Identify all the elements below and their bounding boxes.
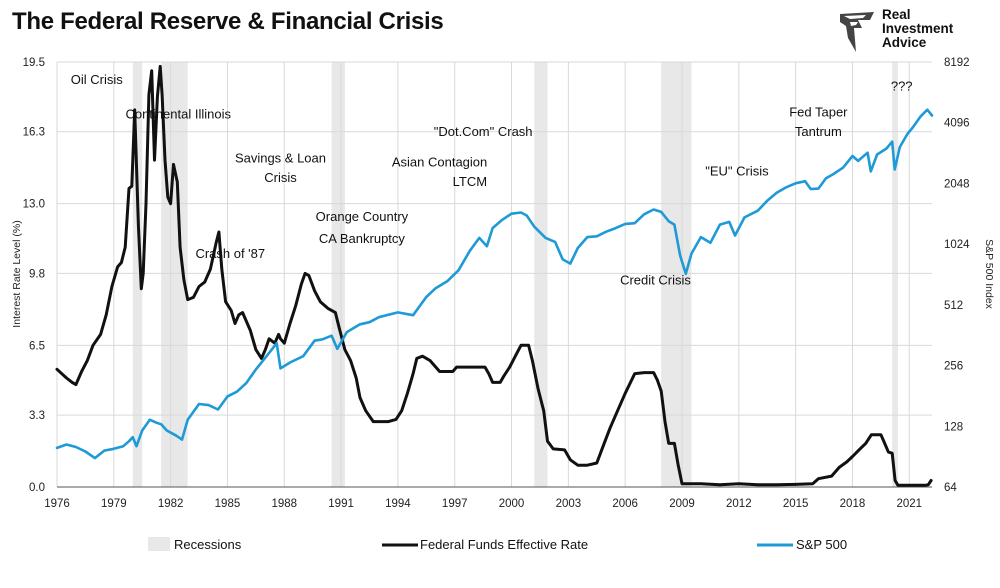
annotation-label: LTCM [453,174,487,189]
y-tick-label-right: 1024 [944,239,970,251]
x-tick-label: 2003 [556,498,582,510]
legend: Recessions Federal Funds Effective Rate S&… [148,537,847,552]
recession-band [661,62,692,487]
brand-line-2: Investment [882,21,954,36]
y-tick-label-left: 0.0 [29,482,45,494]
fed-funds-rate-line [55,64,933,487]
x-tick-label: 2015 [783,498,809,510]
y-tick-label-left: 19.5 [23,57,45,69]
y-tick-label-left: 6.5 [29,340,45,352]
y-tick-label-left: 3.3 [29,410,45,422]
x-tick-label: 1979 [101,498,127,510]
legend-fed-label: Federal Funds Effective Rate [420,537,588,552]
y-tick-label-left: 16.3 [23,127,45,139]
annotation-label: Asian Contagion [392,155,487,170]
annotation-label: "EU" Crisis [705,163,769,178]
y-tick-label-left: 13.0 [23,199,45,211]
legend-sp500-label: S&P 500 [796,537,847,552]
y-tick-label-left: 9.8 [29,268,45,280]
annotation-label: Continental Illinois [125,107,231,122]
annotation-label: Crisis [264,170,297,185]
brand-line-3: Advice [882,35,927,50]
legend-recessions-swatch [148,537,170,551]
annotation-label: "Dot.Com" Crash [434,124,533,139]
recession-band [161,62,188,487]
gridlines [56,61,932,488]
annotation-label: Credit Crisis [620,272,691,287]
annotation-label: Crash of '87 [195,246,265,261]
annotation-label: CA Bankruptcy [319,231,405,246]
annotation-label: Savings & Loan [235,150,326,165]
eagle-logo-icon [840,12,874,52]
annotation-label: ??? [891,78,913,93]
recession-band [331,62,345,487]
x-tick-label: 2018 [840,498,866,510]
annotation-label: Oil Crisis [71,72,123,87]
recession-band [534,62,548,487]
x-tick-label: 2009 [669,498,695,510]
y-axis-label-left: Interest Rate Level (%) [11,220,23,327]
annotation-label: Orange Country [316,209,409,224]
x-tick-label: 2021 [896,498,922,510]
x-tick-label: 1994 [385,498,411,510]
recession-bands [132,62,898,487]
recession-band [132,62,143,487]
x-tick-label: 1985 [215,498,241,510]
series-lines [55,64,934,487]
x-tick-label: 1991 [328,498,354,510]
y-tick-label-right: 4096 [944,118,970,130]
x-tick-label: 2006 [612,498,638,510]
annotation-label: Tantrum [795,124,842,139]
x-tick-label: 1982 [158,498,184,510]
x-tick-label: 2012 [726,498,752,510]
x-tick-label: 2000 [499,498,525,510]
y-tick-label-right: 512 [944,300,963,312]
annotation-label: Fed Taper [789,104,848,119]
y-tick-label-right: 2048 [944,178,970,190]
brand-logo: Real Investment Advice [824,6,984,60]
legend-recessions-label: Recessions [174,537,242,552]
x-tick-label: 1988 [271,498,297,510]
recession-band [892,62,898,487]
annotations: Oil Crisis Continental Illinois Savings & … [71,72,913,288]
brand-line-1: Real [882,7,911,22]
y-axis-label-right: S&P 500 Index [983,239,995,310]
y-tick-label-right: 128 [944,421,963,433]
axes: 0.0 3.3 6.5 9.8 13.0 16.3 19.5 64 128 256 512 1024 2… [11,57,995,510]
sp500-line [55,108,934,460]
y-tick-label-right: 256 [944,361,963,373]
x-tick-label: 1976 [44,498,70,510]
y-tick-label-right: 64 [944,482,957,494]
chart-title: The Federal Reserve & Financial Crisis [12,8,444,35]
x-tick-label: 1997 [442,498,468,510]
